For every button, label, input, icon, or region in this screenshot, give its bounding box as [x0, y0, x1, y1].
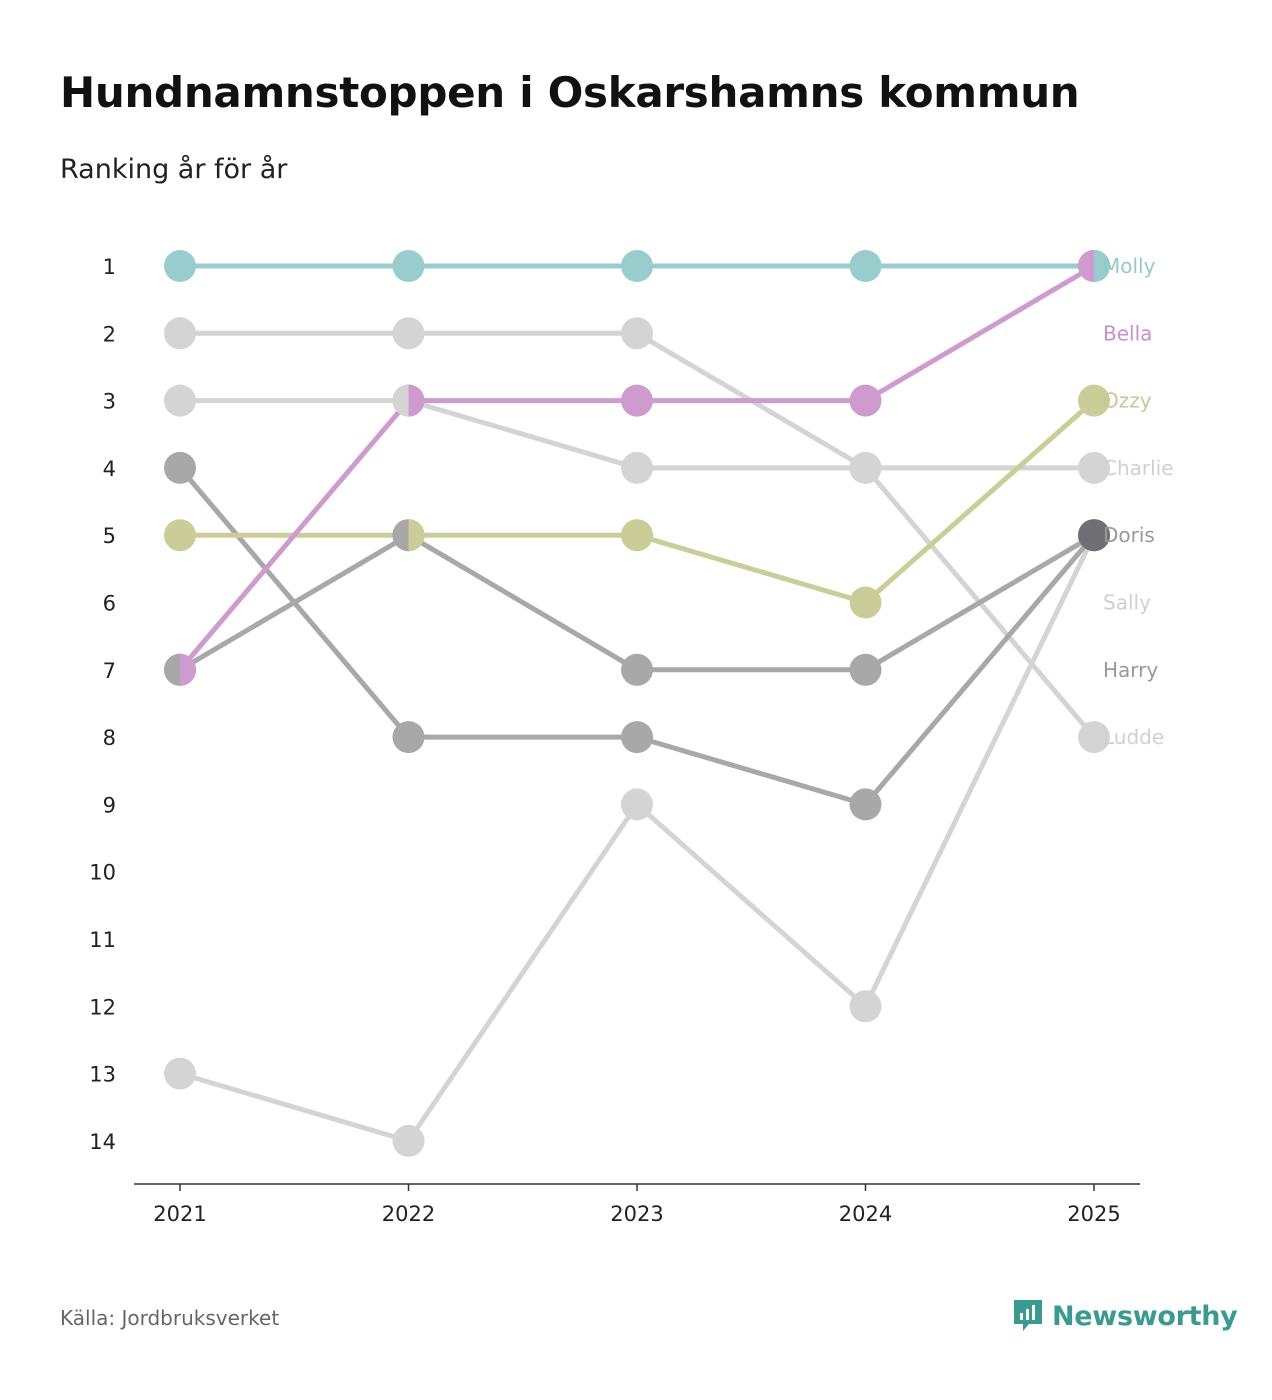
point-ozzy-2025 [1078, 384, 1110, 417]
series-label-charlie: Charlie [1103, 456, 1174, 480]
series-label-harry: Harry [1103, 658, 1158, 682]
point-ludde-2021 [164, 317, 196, 350]
point-bella-2023 [621, 384, 653, 417]
x-tick-label-2025: 2025 [1067, 1202, 1120, 1226]
y-tick-label-11: 11 [89, 928, 116, 952]
shared-point-right-2021-7 [180, 653, 196, 686]
y-tick-label-8: 8 [103, 726, 116, 750]
y-tick-label-5: 5 [103, 524, 116, 548]
point-harry-2024 [849, 788, 882, 821]
point-doris-2023 [621, 653, 653, 686]
y-tick-label-2: 2 [103, 322, 116, 346]
point-sally-2024 [849, 990, 882, 1023]
y-tick-label-10: 10 [89, 861, 116, 885]
point-harry-2021 [164, 451, 196, 484]
shared-point-left-2022-3 [392, 384, 409, 417]
brand-name: Newsworthy [1052, 1300, 1238, 1332]
series-line-harry [177, 465, 1097, 807]
chart-subtitle: Ranking år för år [60, 154, 288, 185]
source-note: Källa: Jordbruksverket [60, 1306, 280, 1330]
point-ozzy-2021 [164, 519, 196, 552]
point-ludde-2022 [392, 317, 425, 350]
y-tick-label-1: 1 [103, 255, 116, 279]
series-label-doris: Doris [1103, 523, 1155, 547]
series-points [164, 250, 1110, 1157]
x-tick-label-2022: 2022 [382, 1202, 435, 1226]
series-label-bella: Bella [1103, 321, 1152, 345]
brand-logo: Newsworthy [1012, 1298, 1238, 1334]
series-line-doris [177, 532, 1097, 673]
y-tick-label-14: 14 [89, 1130, 116, 1154]
point-doris-2024 [849, 653, 882, 686]
point-charlie-2025 [1078, 451, 1110, 484]
point-sally-2023 [621, 788, 653, 821]
y-tick-label-9: 9 [103, 793, 116, 817]
point-charlie-2023 [621, 451, 653, 484]
point-sally-2022 [392, 1124, 425, 1157]
point-charlie-2021 [164, 384, 196, 417]
series-label-sally: Sally [1103, 591, 1151, 615]
series-label-molly: Molly [1103, 254, 1156, 278]
shared-point-right-2022-3 [408, 384, 425, 417]
shared-point-left-2022-5 [392, 519, 409, 552]
point-ludde-2023 [621, 317, 653, 350]
y-tick-label-13: 13 [89, 1063, 116, 1087]
shared-point-right-2025-1 [1094, 250, 1110, 282]
point-ozzy-2023 [621, 519, 653, 552]
y-tick-label-7: 7 [103, 659, 116, 683]
point-molly-2022 [392, 250, 425, 282]
y-tick-label-12: 12 [89, 995, 116, 1019]
shared-point-right-2022-5 [408, 519, 425, 552]
x-tick-label-2021: 2021 [153, 1202, 206, 1226]
chart-title: Hundnamnstoppen i Oskarshamns kommun [60, 68, 1080, 117]
shared-point-left-2025-1 [1078, 250, 1094, 282]
point-charlie-2024 [849, 451, 882, 484]
series-label-ozzy: Ozzy [1103, 389, 1152, 413]
x-tick-label-2024: 2024 [839, 1202, 892, 1226]
x-tick-label-2023: 2023 [610, 1202, 663, 1226]
y-tick-label-3: 3 [103, 390, 116, 414]
point-ozzy-2024 [849, 586, 882, 619]
point-harry-2022 [392, 721, 425, 754]
point-ludde-2025 [1078, 721, 1110, 754]
point-doris-highlight [1078, 519, 1110, 552]
point-sally-2021 [164, 1057, 196, 1090]
point-bella-2024 [849, 384, 882, 417]
shared-point-left-2021-7 [164, 653, 180, 686]
series-labels: Molly Bella Ozzy Charlie Doris Sally Harry Ludd… [1103, 254, 1174, 749]
point-harry-2023 [621, 721, 653, 754]
point-molly-2021 [164, 250, 196, 282]
x-axis: 2021 2022 2023 2024 2025 [134, 1183, 1140, 1226]
series-label-ludde: Ludde [1103, 725, 1164, 749]
point-molly-2023 [621, 250, 653, 282]
newsworthy-icon [1014, 1300, 1042, 1331]
y-tick-label-4: 4 [103, 457, 116, 481]
point-molly-2024 [849, 250, 882, 282]
y-tick-label-6: 6 [103, 592, 116, 616]
